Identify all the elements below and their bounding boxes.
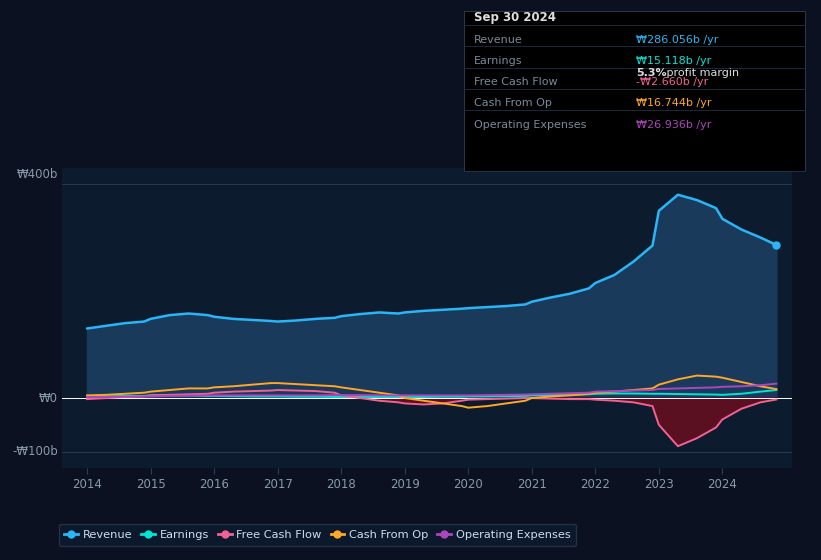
Text: Operating Expenses: Operating Expenses [474,120,586,130]
Text: 5.3%: 5.3% [636,68,667,77]
Text: Revenue: Revenue [474,35,522,45]
Text: ₩26.936b /yr: ₩26.936b /yr [636,120,712,130]
Text: Free Cash Flow: Free Cash Flow [474,77,557,87]
Text: Earnings: Earnings [474,56,522,66]
Text: ₩400b: ₩400b [16,168,58,181]
Text: ₩0: ₩0 [39,391,58,404]
Text: profit margin: profit margin [663,68,740,77]
Text: Cash From Op: Cash From Op [474,99,552,109]
Text: ₩16.744b /yr: ₩16.744b /yr [636,99,712,109]
Text: Sep 30 2024: Sep 30 2024 [474,11,556,24]
Text: -₩2.660b /yr: -₩2.660b /yr [636,77,709,87]
Text: ₩15.118b /yr: ₩15.118b /yr [636,56,712,66]
Legend: Revenue, Earnings, Free Cash Flow, Cash From Op, Operating Expenses: Revenue, Earnings, Free Cash Flow, Cash … [58,524,576,546]
Text: ₩286.056b /yr: ₩286.056b /yr [636,35,718,45]
Text: -₩100b: -₩100b [12,445,58,458]
